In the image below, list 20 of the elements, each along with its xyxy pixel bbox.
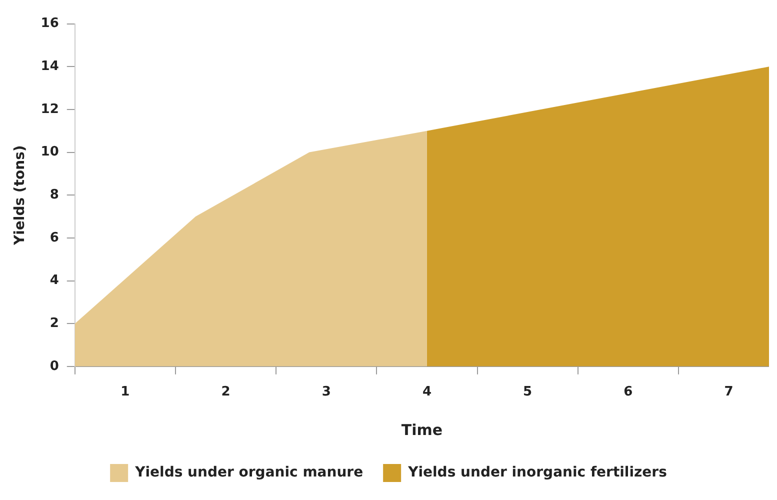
y-tick-label: 8 — [50, 187, 59, 202]
x-tick-label: 6 — [624, 384, 633, 400]
x-axis-title: Time — [401, 420, 443, 439]
y-tick-label: 10 — [40, 144, 59, 160]
x-tick-label: 3 — [322, 384, 331, 400]
y-tick-label: 6 — [50, 230, 59, 246]
y-tick-label: 12 — [40, 102, 59, 117]
x-tick-label: 7 — [724, 384, 734, 400]
legend-label: Yields under inorganic fertilizers — [407, 464, 667, 481]
x-tick-label: 2 — [221, 384, 230, 400]
y-tick-label: 2 — [50, 316, 59, 331]
y-tick-label: 0 — [50, 358, 59, 374]
y-tick-label: 16 — [40, 16, 59, 32]
legend-label: Yields under organic manure — [134, 464, 364, 481]
x-tick-label: 5 — [523, 384, 532, 400]
y-tick-label: 14 — [40, 59, 59, 74]
y-tick-label: 4 — [50, 273, 59, 288]
x-tick-label: 1 — [120, 384, 130, 400]
x-tick-label: 4 — [422, 384, 432, 400]
y-axis-title: Yields (tons) — [12, 145, 28, 246]
